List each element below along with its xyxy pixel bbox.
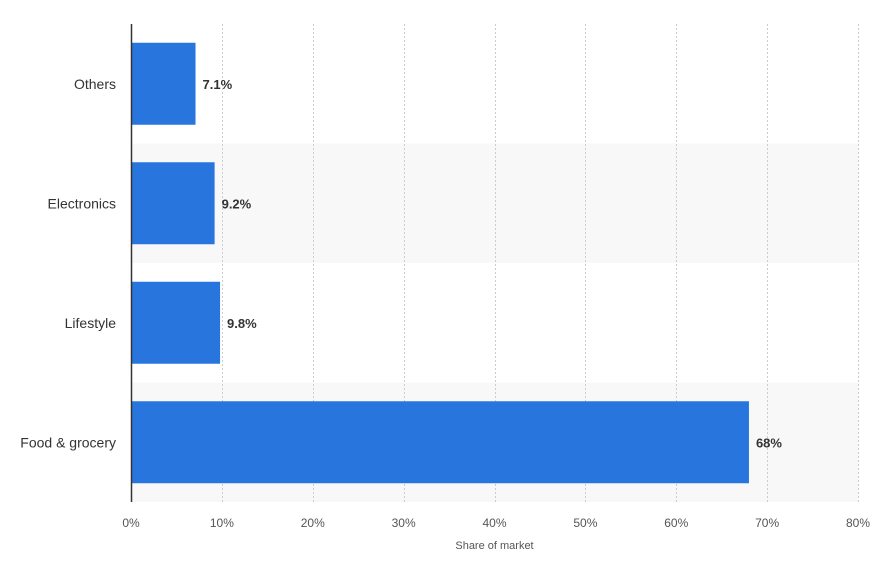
bar-food-grocery[interactable] [131,401,749,484]
bar-electronics[interactable] [131,162,215,245]
bars-group [131,42,749,484]
value-label: 68% [756,435,782,450]
x-tick-label: 0% [122,516,140,530]
bar-lifestyle[interactable] [131,281,221,364]
bar-others[interactable] [131,42,196,125]
x-axis-ticks: 0% 10% 20% 30% 40% 50% 60% 70% 80% [122,516,870,530]
category-label: Others [74,76,116,92]
category-label: Electronics [48,195,116,211]
category-labels: Others Electronics Lifestyle Food & grocery [20,76,116,451]
x-tick-label: 60% [664,516,688,530]
x-tick-label: 80% [846,516,870,530]
value-label: 9.8% [227,316,257,331]
category-label: Lifestyle [65,315,117,331]
x-axis-title: Share of market [455,540,533,552]
value-label: 7.1% [203,77,233,92]
row-band [131,143,858,263]
category-label: Food & grocery [20,434,116,450]
value-label: 9.2% [222,196,252,211]
x-tick-label: 40% [482,516,506,530]
x-tick-label: 10% [210,516,234,530]
x-tick-label: 50% [573,516,597,530]
x-tick-label: 20% [301,516,325,530]
value-labels: 7.1% 9.2% 9.8% 68% [203,77,783,451]
x-tick-label: 70% [755,516,779,530]
x-tick-label: 30% [392,516,416,530]
